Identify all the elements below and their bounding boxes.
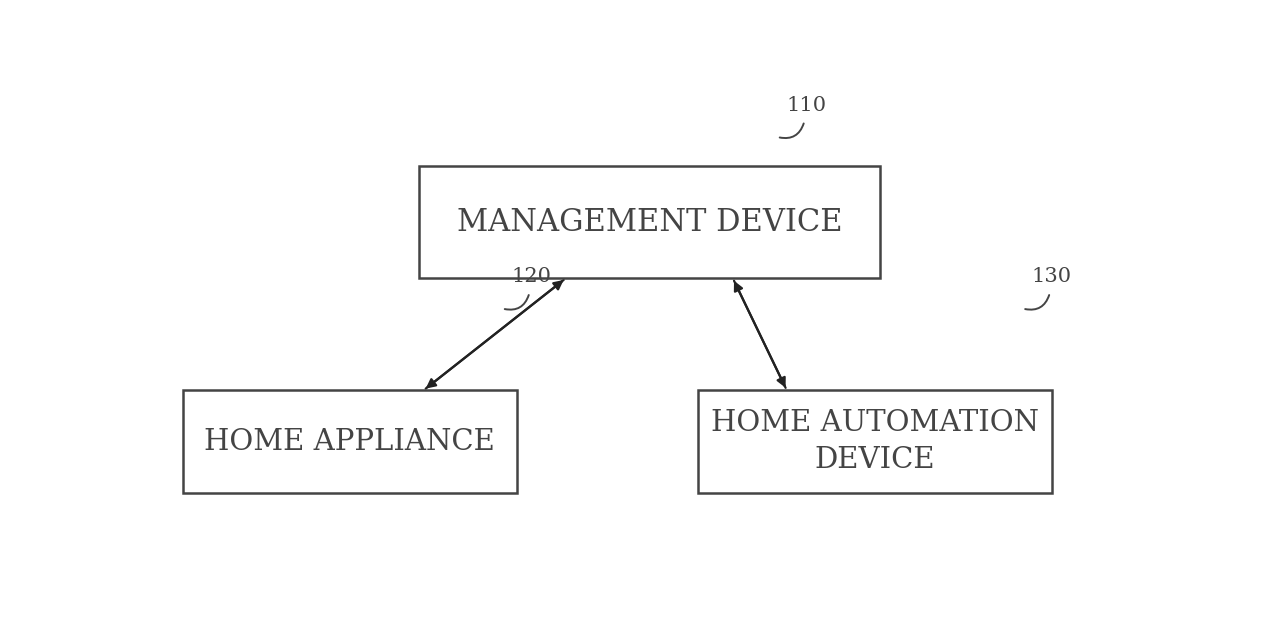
Text: 120: 120	[512, 267, 551, 286]
Bar	[698, 391, 1052, 492]
Text: MANAGEMENT DEVICE: MANAGEMENT DEVICE	[456, 207, 843, 237]
Text: 130: 130	[1031, 267, 1072, 286]
Text: 110: 110	[787, 96, 826, 115]
Text: HOME AUTOMATION
DEVICE: HOME AUTOMATION DEVICE	[711, 409, 1039, 474]
Text: HOME APPLIANCE: HOME APPLIANCE	[204, 427, 495, 456]
Bar	[418, 166, 881, 279]
Bar	[182, 391, 517, 492]
